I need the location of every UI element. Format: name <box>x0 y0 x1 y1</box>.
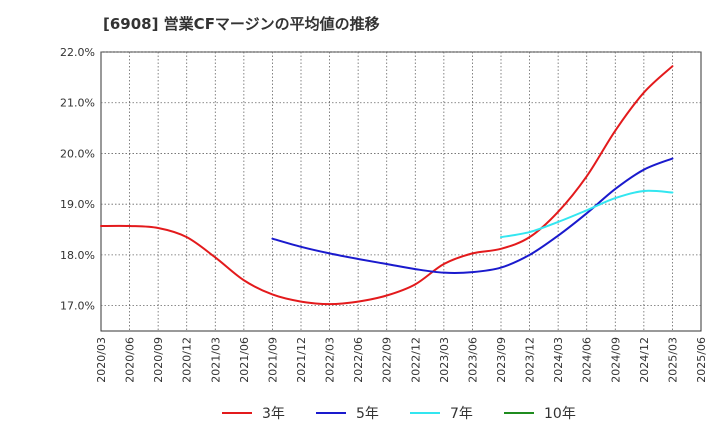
x-tick-label: 2020/09 <box>152 337 165 383</box>
x-tick-label: 2025/03 <box>666 337 679 383</box>
x-tick-label: 2023/06 <box>466 337 479 383</box>
x-tick-label: 2020/06 <box>124 337 137 383</box>
y-tick-label: 22.0% <box>60 46 95 59</box>
y-tick-label: 20.0% <box>60 147 95 160</box>
legend: 3年 5年 7年 10年 <box>222 406 576 422</box>
x-tick-label: 2020/12 <box>181 337 194 383</box>
grid <box>101 51 701 331</box>
x-axis: 2020/03 2020/06 2020/09 2020/12 2021/03 2021/… <box>95 337 708 383</box>
x-tick-label: 2022/12 <box>409 337 422 383</box>
x-tick-label: 2023/09 <box>495 337 508 383</box>
series-line-3 <box>500 189 674 239</box>
y-tick-label: 18.0% <box>60 249 95 262</box>
x-tick-label: 2021/06 <box>238 337 251 383</box>
x-tick-label: 2022/09 <box>381 337 394 383</box>
x-tick-label: 2024/12 <box>638 337 651 383</box>
series-line-2 <box>271 157 674 274</box>
y-tick-label: 21.0% <box>60 97 95 110</box>
x-tick-label: 2024/09 <box>609 337 622 383</box>
x-tick-label: 2022/06 <box>352 337 365 383</box>
x-tick-label: 2021/03 <box>209 337 222 383</box>
x-tick-label: 2021/09 <box>266 337 279 383</box>
x-tick-label: 2021/12 <box>295 337 308 383</box>
plot-area <box>100 51 702 332</box>
y-tick-label: 17.0% <box>60 300 95 313</box>
legend-label-1: 3年 <box>262 406 285 422</box>
x-tick-label: 2024/06 <box>581 337 594 383</box>
chart-title: [6908] 営業CFマージンの平均値の推移 <box>103 15 380 33</box>
legend-label-2: 5年 <box>356 406 379 422</box>
y-axis: 17.0% 18.0% 19.0% 20.0% 21.0% 22.0% <box>60 46 95 313</box>
series-lines <box>100 65 674 306</box>
x-tick-label: 2023/03 <box>438 337 451 383</box>
x-tick-label: 2023/12 <box>524 337 537 383</box>
x-tick-label: 2022/03 <box>324 337 337 383</box>
x-tick-label: 2020/03 <box>95 337 108 383</box>
x-tick-label: 2025/06 <box>695 337 708 383</box>
x-tick-label: 2024/03 <box>552 337 565 383</box>
plot-frame <box>100 51 702 332</box>
legend-label-4: 10年 <box>544 406 576 422</box>
legend-label-3: 7年 <box>450 406 473 422</box>
y-tick-label: 19.0% <box>60 198 95 211</box>
series-line-1 <box>100 65 674 306</box>
